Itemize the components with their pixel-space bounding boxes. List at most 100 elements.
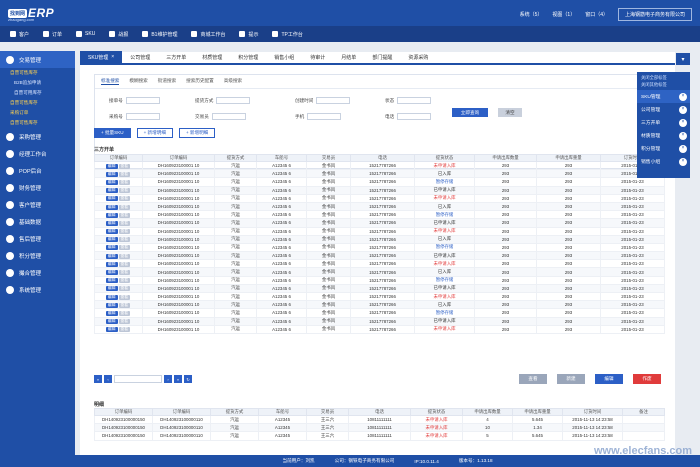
row-view-button[interactable]: 查看 [118, 302, 131, 308]
order-no-input[interactable] [125, 97, 160, 104]
menu-report[interactable]: 战报 [109, 31, 128, 38]
row-edit-button[interactable]: 编辑 [105, 229, 118, 235]
row-edit-button[interactable]: 编辑 [105, 327, 118, 333]
row-view-button[interactable]: 查看 [118, 196, 131, 202]
menu-mall[interactable]: 商城工作台 [191, 31, 225, 38]
last-page-icon[interactable]: » [174, 375, 182, 383]
subtab-advanced[interactable]: 高级搜索 [223, 78, 243, 83]
close-icon[interactable]: × [679, 92, 687, 101]
close-icon[interactable]: × [679, 131, 687, 140]
menu-b1[interactable]: B1维护管理 [142, 31, 177, 38]
row-view-button[interactable]: 查看 [118, 204, 131, 210]
tab-sku[interactable]: SKU管理 × [80, 51, 123, 63]
row-edit-button[interactable]: 编辑 [105, 270, 118, 276]
add-detail-button-2[interactable]: + 新增明细 [178, 128, 216, 138]
row-view-button[interactable]: 查看 [118, 261, 131, 267]
row-view-button[interactable]: 查看 [118, 310, 131, 316]
row-edit-button[interactable]: 编辑 [105, 261, 118, 267]
menu-tp[interactable]: TP工作台 [272, 31, 303, 38]
row-edit-button[interactable]: 编辑 [105, 278, 118, 284]
subtab-history[interactable]: 搜索历史配置 [186, 78, 214, 83]
open-tab-points[interactable]: 积分管理 × [637, 142, 690, 155]
row-edit-button[interactable]: 编辑 [105, 237, 118, 243]
table-row[interactable]: 编辑 查看 DH160923100001 10 汽运 A12345 6 金书风 152177… [94, 259, 665, 269]
sidebar-item-purchase[interactable]: 采购管理 [0, 128, 75, 145]
window-link[interactable]: 窗口（4） [585, 12, 608, 18]
refresh-icon[interactable]: ↻ [184, 375, 192, 383]
table-row[interactable]: 编辑 查看 DH160923100001 10 汽运 A12345 6 金书风 152177… [94, 177, 665, 187]
table-row[interactable]: 编辑 查看 DH160923100001 10 汽运 A12345 6 金书风 152177… [94, 308, 665, 318]
row-edit-button[interactable]: 编辑 [105, 204, 118, 210]
row-edit-button[interactable]: 编辑 [105, 319, 118, 325]
purchase-no-input[interactable] [125, 113, 160, 120]
row-view-button[interactable]: 查看 [118, 245, 131, 251]
row-view-button[interactable]: 查看 [118, 171, 131, 177]
row-view-button[interactable]: 查看 [118, 319, 131, 325]
open-tab-tripartite[interactable]: 三方开单 × [637, 116, 690, 129]
close-icon[interactable]: × [679, 105, 687, 114]
sidebar-sub-2[interactable]: B2B追加申请 [14, 80, 42, 85]
row-view-button[interactable]: 查看 [118, 188, 131, 194]
open-tab-material[interactable]: 材质管理 × [637, 129, 690, 142]
table-row[interactable]: 编辑 查看 DH160923100001 10 汽运 A12345 6 金书风 152177… [94, 242, 665, 253]
subtab-fuzzy[interactable]: 模糊搜索 [129, 78, 148, 83]
page-input[interactable] [114, 375, 162, 383]
table-row[interactable]: 编辑 查看 DH160923100001 10 汽运 A12345 6 金书风 152177… [94, 316, 665, 326]
table-row[interactable]: 编辑 查看 DH160923100001 10 汽运 A12345 6 金书风 152177… [94, 193, 665, 203]
table-row[interactable]: 编辑 查看 DH160923100001 10 汽运 A12345 6 金书风 152177… [94, 283, 665, 294]
row-view-button[interactable]: 查看 [118, 278, 131, 284]
created-input[interactable] [316, 97, 351, 104]
sidebar-item-finance[interactable]: 财务管理 [0, 179, 75, 196]
sidebar-item-manager[interactable]: 经理工作台 [0, 145, 75, 162]
phone-input[interactable] [397, 113, 432, 120]
tab-dept-remind[interactable]: 部门提醒 [372, 54, 393, 61]
table-row[interactable]: 编辑 查看 DH160923100001 10 汽运 A12345 6 金书风 152177… [94, 169, 665, 179]
close-icon[interactable]: × [111, 54, 115, 60]
edit-button[interactable]: 编辑 [595, 374, 623, 384]
close-other-tabs[interactable]: 关闭其他标签 [641, 82, 667, 87]
add-detail-button[interactable]: + 新增明细 [136, 128, 173, 138]
row-view-button[interactable]: 查看 [118, 253, 131, 259]
row-edit-button[interactable]: 编辑 [105, 294, 118, 300]
view-button[interactable]: 查看 [519, 374, 547, 384]
detail-row[interactable]: DH140923100000150 DH140923100000110 汽运 A123… [94, 414, 665, 425]
tab-material[interactable]: 材质管理 [202, 54, 223, 61]
table-row[interactable]: 编辑 查看 DH160923100001 10 汽运 A12345 6 金书风 152177… [94, 267, 665, 277]
row-edit-button[interactable]: 编辑 [105, 245, 118, 251]
row-edit-button[interactable]: 编辑 [105, 171, 118, 177]
tab-audit[interactable]: 待审计 [310, 54, 326, 61]
sidebar-sub-4[interactable]: 自营可售库存 [10, 100, 38, 105]
subtab-standard[interactable]: 标准搜索 [101, 78, 120, 85]
mobile-input[interactable] [307, 113, 342, 120]
sidebar-item-customer[interactable]: 客户管理 [0, 196, 75, 213]
row-view-button[interactable]: 查看 [118, 179, 131, 185]
row-edit-button[interactable]: 编辑 [105, 188, 118, 194]
row-view-button[interactable]: 查看 [118, 286, 131, 292]
table-row[interactable]: 编辑 查看 DH160923100001 10 汽运 A12345 6 金书风 152177… [94, 275, 665, 285]
table-row[interactable]: 编辑 查看 DH160923100001 10 汽运 A12345 6 金书风 152177… [94, 201, 665, 212]
sidebar-item-basedata[interactable]: 基础数据 [0, 213, 75, 230]
row-edit-button[interactable]: 编辑 [105, 196, 118, 202]
close-icon[interactable]: × [679, 157, 687, 166]
open-tab-company[interactable]: 公司管理 × [637, 103, 690, 116]
prev-page-icon[interactable]: ‹ [104, 375, 112, 383]
row-edit-button[interactable]: 编辑 [105, 302, 118, 308]
table-row[interactable]: 编辑 查看 DH160923100001 10 汽运 A12345 6 金书风 152177… [94, 324, 665, 334]
sidebar-sub-5[interactable]: 采购订单 [10, 110, 29, 115]
next-page-icon[interactable]: › [164, 375, 172, 383]
panel-toggle-icon[interactable]: ▾ [676, 53, 690, 65]
table-row[interactable]: 编辑 查看 DH160923100001 10 汽运 A12345 6 金书风 152177… [94, 160, 665, 171]
row-edit-button[interactable]: 编辑 [105, 179, 118, 185]
close-all-tabs[interactable]: 关闭全部标签 [641, 75, 667, 80]
table-row[interactable]: 编辑 查看 DH160923100001 10 汽运 A12345 6 金书风 152177… [94, 300, 665, 310]
status-input[interactable] [397, 97, 432, 104]
sidebar-item-trade[interactable]: 交易管理 [0, 51, 75, 68]
system-link[interactable]: 系统（5） [519, 12, 543, 18]
query-button[interactable]: 立即查询 [452, 108, 488, 117]
trader-input[interactable] [211, 113, 246, 120]
sidebar-item-system[interactable]: 系统管理 [0, 281, 75, 298]
row-edit-button[interactable]: 编辑 [105, 310, 118, 316]
open-tab-sku[interactable]: SKU管理 × [637, 90, 690, 103]
row-view-button[interactable]: 查看 [118, 237, 131, 243]
menu-order[interactable]: 订单 [43, 31, 62, 38]
